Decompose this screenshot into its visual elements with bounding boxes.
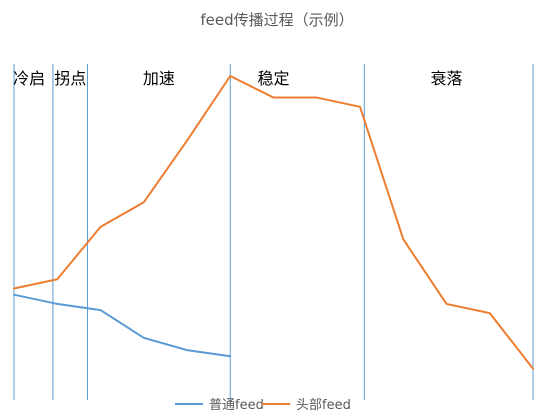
legend-label: 普通feed (209, 398, 264, 413)
phase-label: 拐点 (54, 69, 86, 88)
phase-label: 衰落 (430, 69, 462, 88)
series-line-1 (13, 293, 232, 358)
phase-labels: 冷启 拐点 加速 稳定 衰落 (13, 69, 462, 88)
legend-label: 头部feed (296, 398, 351, 413)
phase-label: 冷启 (13, 69, 45, 88)
phase-label: 稳定 (257, 69, 289, 88)
phase-label: 加速 (143, 69, 175, 88)
series-lines (13, 75, 534, 370)
series-line-2 (13, 75, 534, 370)
legend: 普通feed 头部feed (175, 398, 351, 413)
phase-dividers (13, 64, 534, 400)
chart-title: feed传播过程（示例） (200, 11, 353, 29)
